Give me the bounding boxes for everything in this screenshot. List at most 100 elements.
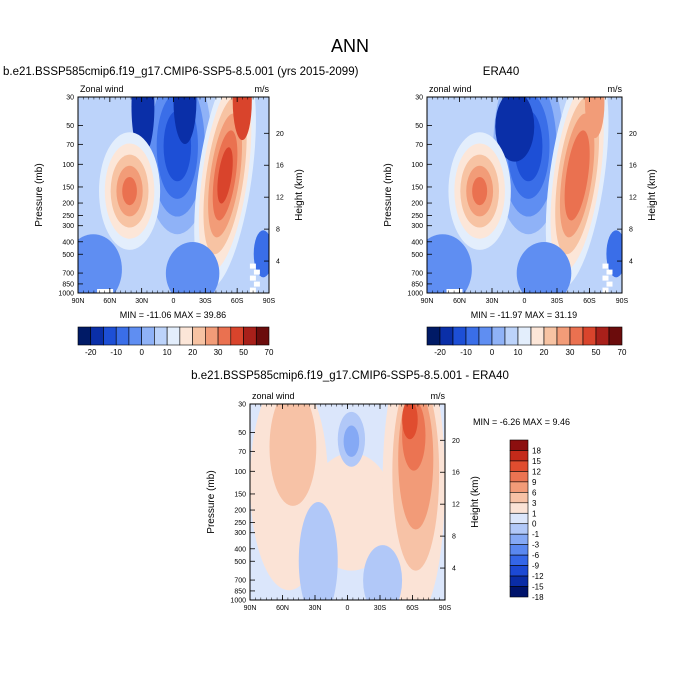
panel3-y2-tick-label: 16 — [452, 470, 460, 477]
panel3-field-name: zonal wind — [252, 391, 295, 401]
panel3-colorbar-label: 9 — [532, 478, 537, 487]
panel2-colorbar-swatch — [491, 326, 506, 346]
panel1-colorbar-swatch — [90, 326, 104, 346]
panel2-colorbar-swatch — [569, 326, 584, 346]
panel1-field — [78, 97, 269, 293]
panel3-units: m/s — [431, 391, 446, 401]
panel3-colorbar-label: 18 — [532, 446, 541, 455]
panel3-colorbar-label: -12 — [532, 572, 544, 581]
panel1-colorbar-label: 20 — [188, 348, 197, 357]
panel1-surface-easterly-trop — [165, 242, 220, 293]
panel1-topography-base — [97, 289, 114, 293]
panel2-x-tick-label: 90N — [421, 298, 434, 305]
panel1-y-tick-label: 200 — [62, 201, 74, 208]
panel2-topography-step — [606, 269, 613, 275]
panel1-colorbar-swatch — [141, 326, 155, 346]
panel2-topography-step — [602, 287, 609, 293]
panel1-x-tick-label: 60N — [103, 298, 116, 305]
panel2-y-tick-label: 100 — [411, 162, 423, 169]
panel1-y2-axis-label: Height (km) — [294, 169, 305, 221]
panel3-colorbar-label: 1 — [532, 509, 537, 518]
panel1-colorbar-swatch — [255, 326, 270, 346]
panel2-y-tick-label: 850 — [411, 281, 423, 288]
panel1-topography-step — [249, 275, 256, 281]
panel1-topography-step — [249, 263, 256, 269]
panel1-colorbar-swatch — [243, 326, 257, 346]
panel1-y-tick-label: 150 — [62, 184, 74, 191]
panel1-y-tick-label: 50 — [66, 123, 74, 130]
panel1-y-tick-label: 100 — [62, 162, 74, 169]
panel1-sh-jet-band-5 — [217, 147, 233, 204]
panel1-y-tick-label: 70 — [66, 142, 74, 149]
panel3-cool-nh-lower — [298, 502, 338, 600]
panel3-x-tick-label: 90S — [439, 605, 452, 612]
panel3-y-tick-label: 70 — [238, 449, 246, 456]
panel3-y-tick-label: 700 — [234, 578, 246, 585]
panel2-colorbar-swatch — [452, 326, 467, 346]
panel3-field — [250, 404, 445, 600]
panel1-colorbar-label: 0 — [139, 348, 144, 357]
panel3-colorbar-label: 12 — [532, 467, 541, 476]
panel1-surface-easterly-nh — [78, 234, 122, 293]
panel3-sh-warm-4 — [402, 404, 418, 440]
panel2-field-name: zonal wind — [429, 84, 472, 94]
panel1-units: m/s — [255, 84, 270, 94]
panel3-colorbar-swatch — [509, 565, 529, 577]
panel2-nh-jet-band-4 — [472, 176, 488, 206]
panel1-easterly-core-right — [173, 97, 197, 145]
panel3-colorbar-swatch — [509, 544, 529, 556]
panel2-y-tick-label: 50 — [415, 123, 423, 130]
panel2-topography-step — [606, 281, 613, 287]
panel2-topography-step — [606, 293, 613, 299]
panel1-colorbar-swatch — [154, 326, 168, 346]
panel2-y-tick-label: 300 — [411, 223, 423, 230]
panel2-y-tick-label: 250 — [411, 213, 423, 220]
panel2-y2-tick-label: 4 — [629, 259, 633, 266]
panel3-x-tick-label: 30S — [374, 605, 387, 612]
panel3-colorbar-swatch — [509, 533, 529, 545]
panel2-colorbar-swatch — [530, 326, 545, 346]
panel1-colorbar-swatch — [205, 326, 219, 346]
panel2-y-tick-label: 70 — [415, 142, 423, 149]
panel2-colorbar-swatch — [465, 326, 480, 346]
panel3-colorbar-swatch — [509, 460, 529, 472]
panel1-colorbar-label: -20 — [85, 348, 97, 357]
panel1-y-tick-label: 700 — [62, 271, 74, 278]
panel2-colorbar-label: 20 — [540, 348, 549, 357]
panel3-y-tick-label: 400 — [234, 546, 246, 553]
panel3-y-tick-label: 850 — [234, 588, 246, 595]
panel3-y-tick-label: 250 — [234, 520, 246, 527]
panel2-topography-step — [602, 275, 609, 281]
panel3-colorbar-swatch — [509, 492, 529, 504]
panel1-y2-tick-label: 20 — [276, 131, 284, 138]
panel3-colorbar-label: 0 — [532, 520, 537, 529]
panel2-colorbar-swatch — [517, 326, 532, 346]
panel1-min-max: MIN = -11.06 MAX = 39.86 — [120, 310, 226, 320]
panel2-colorbar-swatch — [582, 326, 597, 346]
panel1-colorbar-label: 70 — [265, 348, 274, 357]
panel2-colorbar-label: 70 — [618, 348, 627, 357]
panel2-surface-easterly-nh — [427, 234, 472, 293]
panel2-min-max: MIN = -11.97 MAX = 31.19 — [471, 310, 577, 320]
panel1-x-tick-label: 90S — [263, 298, 276, 305]
panel2-y-tick-label: 150 — [411, 184, 423, 191]
panel2-colorbar-swatch — [439, 326, 454, 346]
panel1-x-tick-label: 0 — [172, 298, 176, 305]
panel3-colorbar-swatch — [509, 575, 529, 587]
panel1-colorbar-swatch — [217, 326, 232, 346]
panel2-y2-tick-label: 8 — [629, 227, 633, 234]
panel3-colorbar-swatch — [509, 450, 529, 462]
panel3-cool-upper-core — [343, 425, 360, 457]
panel3-colorbar-label: -15 — [532, 583, 544, 592]
panel1-colorbar-swatch — [115, 326, 130, 346]
panel2-colorbar-swatch — [556, 326, 571, 346]
panel2-y2-tick-label: 20 — [629, 131, 637, 138]
panel2-colorbar-swatch — [426, 326, 441, 346]
panel3-title: b.e21.BSSP585cmip6.f19_g17.CMIP6-SSP5-8.… — [191, 370, 509, 382]
panel3-colorbar-label: -6 — [532, 551, 540, 560]
panel2-colorbar-swatch — [504, 326, 519, 346]
panel3-y2-tick-label: 12 — [452, 502, 460, 509]
panel3-cool-surface — [363, 545, 403, 600]
panel1-colorbar-swatch — [230, 326, 244, 346]
